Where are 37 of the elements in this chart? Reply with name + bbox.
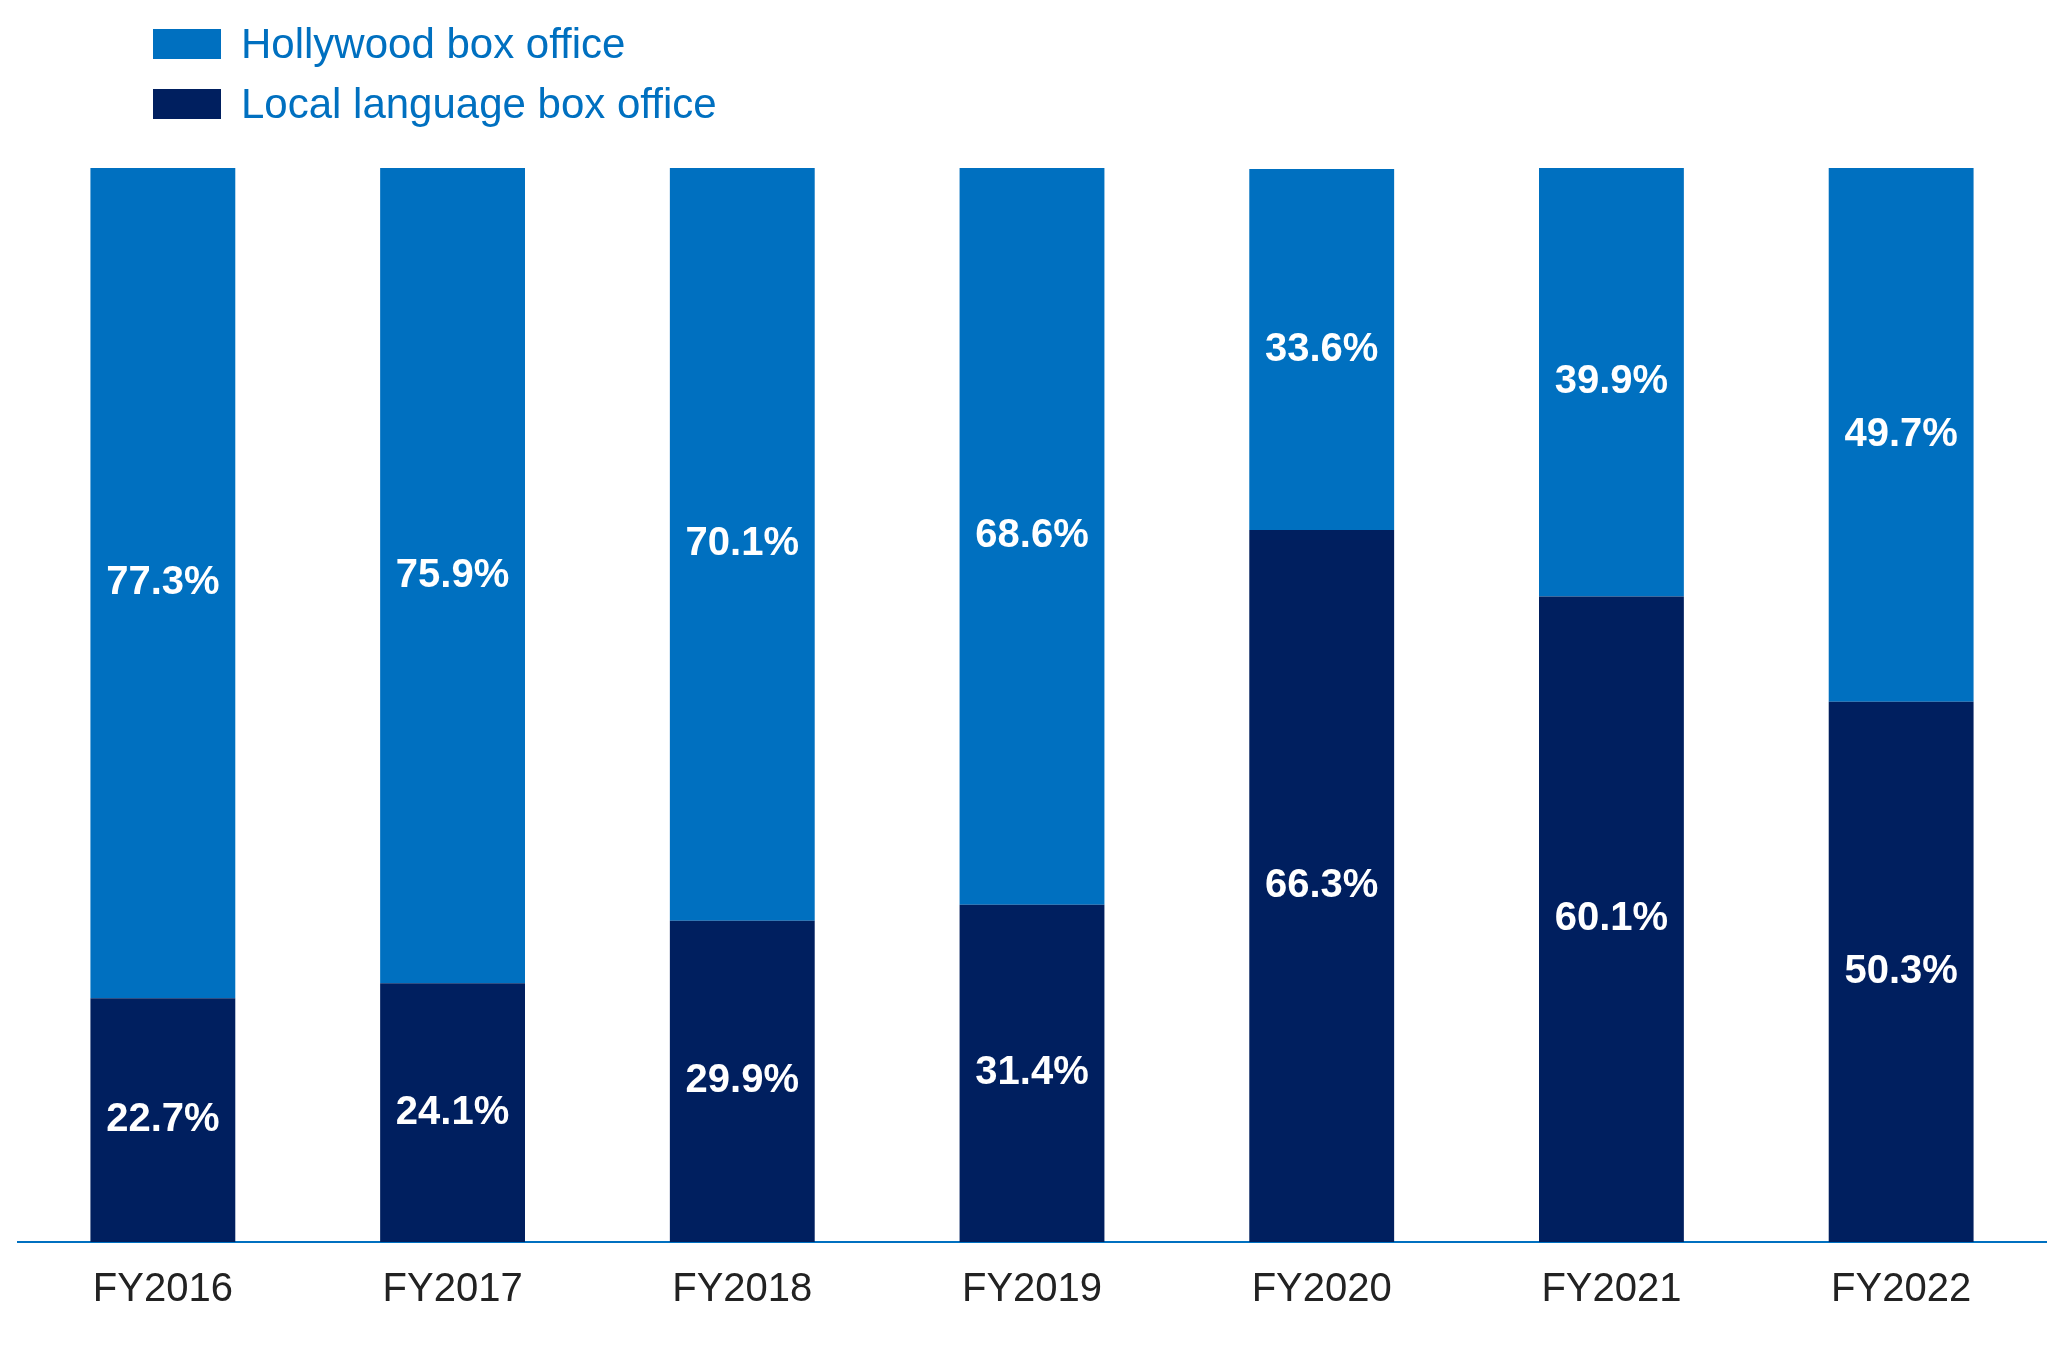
- x-tick-label: FY2019: [961, 1265, 1103, 1310]
- data-label: 66.3%: [1265, 861, 1379, 905]
- x-tick-label: FY2022: [1831, 1265, 1972, 1310]
- x-tick-label: FY2016: [92, 1265, 233, 1310]
- x-tick-label: FY2020: [1251, 1265, 1392, 1310]
- data-label: 75.9%: [395, 550, 510, 595]
- bar: [90, 168, 236, 999]
- bar: [380, 983, 525, 1242]
- legend-label: Local language box office: [241, 80, 717, 128]
- data-label: 31.4%: [975, 1048, 1089, 1093]
- data-label: 50.3%: [1844, 946, 1958, 991]
- data-label: 77.3%: [106, 558, 220, 603]
- legend-label: Hollywood box office: [241, 20, 626, 68]
- bar: [380, 168, 525, 984]
- data-label: 29.9%: [685, 1056, 799, 1101]
- x-tick-label: FY2021: [1541, 1265, 1682, 1310]
- data-label: 33.6%: [1265, 324, 1379, 369]
- bar: [1539, 596, 1684, 1242]
- bar: [669, 920, 815, 1242]
- data-label: 39.9%: [1554, 357, 1669, 402]
- data-label: 49.7%: [1844, 409, 1958, 454]
- data-label: 70.1%: [685, 519, 799, 564]
- bar: [959, 904, 1105, 1242]
- bar: [1249, 169, 1395, 530]
- data-label: 22.7%: [106, 1095, 220, 1140]
- data-label: 24.1%: [395, 1087, 510, 1132]
- data-label: 68.6%: [975, 511, 1089, 556]
- bar: [1828, 701, 1974, 1242]
- bar: [90, 998, 236, 1242]
- bar: [669, 168, 815, 921]
- data-label: 60.1%: [1554, 894, 1669, 939]
- bar: [959, 168, 1105, 905]
- bar: [1249, 529, 1395, 1242]
- bar: [1539, 168, 1684, 597]
- x-tick-label: FY2017: [382, 1265, 523, 1310]
- x-tick-label: FY2018: [672, 1265, 813, 1310]
- bar: [1828, 168, 1974, 702]
